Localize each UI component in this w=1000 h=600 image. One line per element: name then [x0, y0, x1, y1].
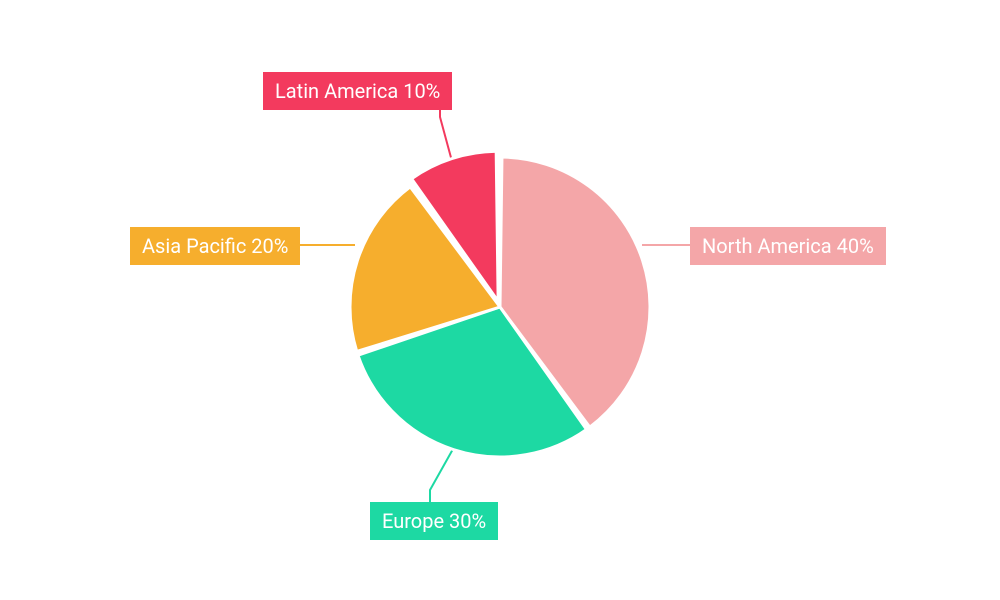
leader-line	[430, 449, 453, 502]
slice-label: Latin America 10%	[263, 72, 452, 110]
pie-svg	[0, 0, 1000, 600]
pie-chart: North America 40% Europe 30% Asia Pacific …	[0, 0, 1000, 600]
slice-label: North America 40%	[690, 227, 886, 265]
slice-label: Europe 30%	[370, 502, 498, 540]
slice-label: Asia Pacific 20%	[130, 227, 300, 265]
